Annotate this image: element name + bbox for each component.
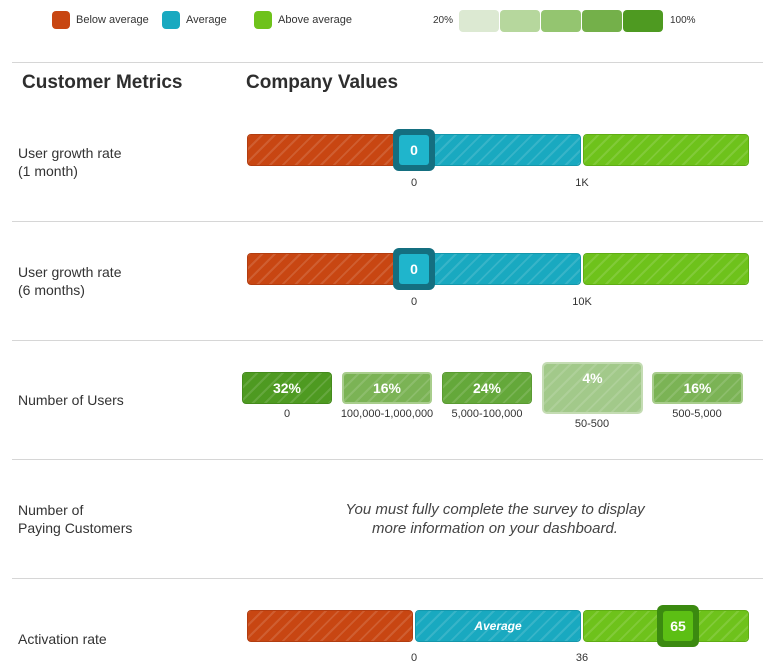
divider xyxy=(12,221,763,222)
below-average-segment xyxy=(247,253,413,285)
survey-incomplete-message: You must fully complete the survey to di… xyxy=(316,500,674,538)
scale-step-5 xyxy=(623,10,663,32)
scale-step-1 xyxy=(459,10,499,32)
divider xyxy=(12,340,763,341)
users-tile-4: 16% xyxy=(652,372,743,404)
average-segment xyxy=(415,134,581,166)
divider xyxy=(12,62,763,63)
scale-low-label: 20% xyxy=(433,15,454,26)
tile-percent: 32% xyxy=(272,380,302,396)
below-average-segment xyxy=(247,610,413,642)
scale-step-3 xyxy=(541,10,581,32)
company-values-heading: Company Values xyxy=(246,72,399,93)
value-marker: 0 xyxy=(393,248,435,290)
legend-label: Average xyxy=(186,14,227,26)
tile-range-label: 5,000-100,000 xyxy=(451,408,523,420)
below-average-swatch xyxy=(52,11,70,29)
marker-value: 0 xyxy=(399,254,429,284)
row-label-activation: Activation rate xyxy=(18,631,107,647)
label-line: (6 months) xyxy=(18,282,85,298)
divider xyxy=(12,578,763,579)
legend-item-below-average: Below average xyxy=(52,11,149,29)
tile-range-label: 100,000-1,000,000 xyxy=(340,408,434,420)
scale-high-label: 100% xyxy=(670,15,696,26)
label-line: Number of xyxy=(18,502,84,518)
customer-metrics-heading: Customer Metrics xyxy=(22,72,183,93)
legend-label: Below average xyxy=(76,14,149,26)
users-tile-1: 16% xyxy=(342,372,432,404)
tick-label: 0 xyxy=(410,177,418,189)
tick-label: 36 xyxy=(575,652,589,664)
legend-item-average: Average xyxy=(162,11,227,29)
above-average-segment xyxy=(583,134,749,166)
users-tile-3: 4% xyxy=(542,362,643,414)
users-tile-0: 32% xyxy=(242,372,332,404)
tile-percent: 16% xyxy=(372,380,402,396)
legend-item-above-average: Above average xyxy=(254,11,352,29)
tile-range-label: 50-500 xyxy=(574,418,610,430)
divider xyxy=(12,459,763,460)
legend: Below average Average Above average 20% … xyxy=(0,10,763,32)
value-marker: 0 xyxy=(393,129,435,171)
message-line: more information on your dashboard. xyxy=(372,520,618,537)
row-label-users: Number of Users xyxy=(18,392,124,408)
above-average-swatch xyxy=(254,11,272,29)
tick-label: 0 xyxy=(410,652,418,664)
tile-percent: 16% xyxy=(683,380,712,396)
row-label-paying: Number of Paying Customers xyxy=(18,501,132,537)
below-average-segment xyxy=(247,134,413,166)
value-marker: 65 xyxy=(657,605,699,647)
tick-label: 10K xyxy=(572,296,592,308)
tile-percent: 4% xyxy=(582,370,603,386)
message-line: You must fully complete the survey to di… xyxy=(345,501,645,518)
legend-label: Above average xyxy=(278,14,352,26)
users-tile-2: 24% xyxy=(442,372,532,404)
tile-percent: 24% xyxy=(472,380,502,396)
average-swatch xyxy=(162,11,180,29)
tick-label: 0 xyxy=(410,296,418,308)
average-segment xyxy=(415,253,581,285)
average-segment: Average xyxy=(415,610,581,642)
scale-step-2 xyxy=(500,10,540,32)
tile-range-label: 500-5,000 xyxy=(672,408,722,420)
scale-step-4 xyxy=(582,10,622,32)
label-line: Paying Customers xyxy=(18,520,133,536)
tick-label: 1K xyxy=(575,177,589,189)
label-line: User growth rate xyxy=(18,264,122,280)
above-average-segment xyxy=(583,253,749,285)
row-label-growth-6m: User growth rate (6 months) xyxy=(18,263,121,299)
label-line: (1 month) xyxy=(18,163,78,179)
marker-value: 65 xyxy=(663,611,693,641)
label-line: User growth rate xyxy=(18,145,122,161)
row-label-growth-1m: User growth rate (1 month) xyxy=(18,144,121,180)
average-label: Average xyxy=(474,619,522,633)
tile-range-label: 0 xyxy=(283,408,291,420)
marker-value: 0 xyxy=(399,135,429,165)
